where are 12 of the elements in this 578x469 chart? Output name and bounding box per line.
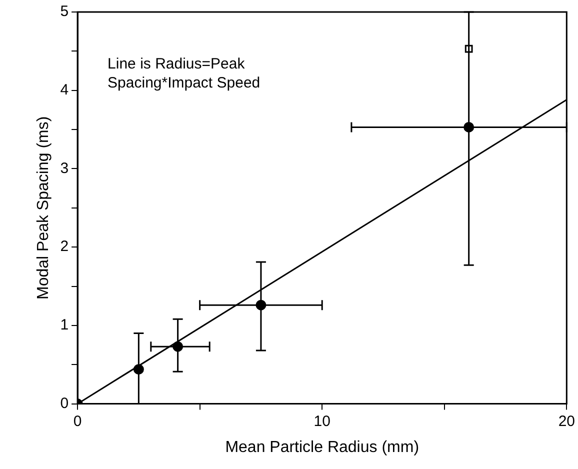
x-axis-title: Mean Particle Radius (mm) <box>225 438 420 456</box>
y-tick-label: 0 <box>60 394 69 412</box>
x-tick-label: 10 <box>314 412 330 430</box>
y-tick-label: 2 <box>60 238 69 256</box>
annotation: Line is Radius=Peak Spacing*Impact Speed <box>108 56 260 92</box>
y-axis-title: Modal Peak Spacing (ms) <box>35 116 52 300</box>
y-tick-label: 4 <box>60 82 69 98</box>
y-tick-label: 5 <box>60 3 69 20</box>
x-tick-label: 0 <box>73 412 82 430</box>
x-tick-label: 20 <box>558 412 575 430</box>
y-tick-label: 1 <box>60 316 69 334</box>
y-tick-label: 3 <box>60 160 69 177</box>
